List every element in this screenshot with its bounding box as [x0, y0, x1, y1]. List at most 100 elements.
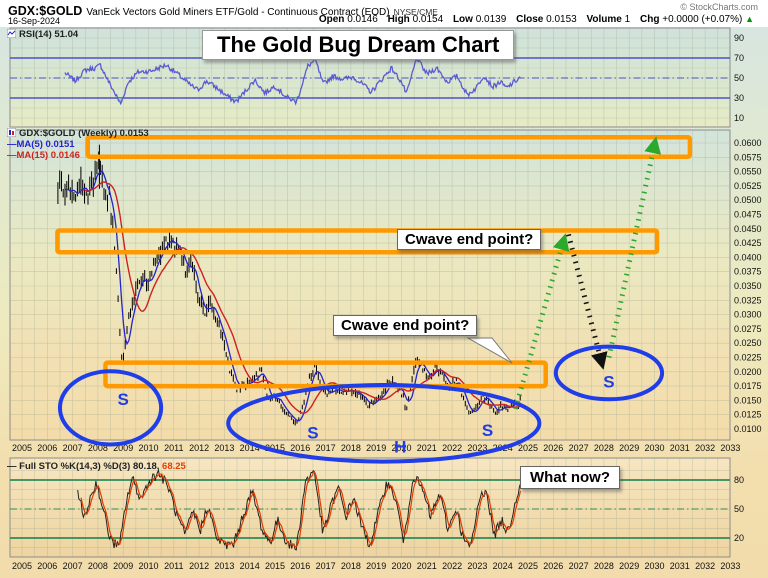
x-axis-label-mid: 2011 [164, 443, 183, 453]
indicator-icon [7, 29, 16, 38]
rsi-line [64, 56, 521, 106]
x-axis-label-bottom: 2022 [442, 561, 462, 571]
callout-tail [466, 337, 513, 364]
indicator-icon [7, 128, 16, 137]
rsi-axis-label: 30 [734, 93, 744, 103]
price-axis-label: 0.0200 [734, 367, 762, 377]
x-axis-label-mid: 2012 [189, 443, 209, 453]
chart-header: GDX:$GOLD VanEck Vectors Gold Miners ETF/… [0, 0, 768, 27]
pattern-letter-h: H [394, 437, 406, 456]
low-label: Low [452, 14, 473, 25]
x-axis-label-mid: 2028 [594, 443, 614, 453]
symbol-label: GDX:$GOLD [8, 4, 83, 18]
sto-k-value: 80.18, [132, 461, 160, 472]
price-axis-label: 0.0500 [734, 195, 762, 205]
price-axis-label: 0.0575 [734, 152, 762, 162]
high-label: High [387, 14, 410, 25]
x-axis-label-mid: 2030 [644, 443, 664, 453]
x-axis-label-bottom: 2007 [63, 561, 83, 571]
price-axis-label: 0.0300 [734, 310, 762, 320]
x-axis-label-bottom: 2013 [214, 561, 234, 571]
ma5-legend-label: MA(5) 0.0151 [16, 139, 75, 150]
price-axis-label: 0.0550 [734, 167, 762, 177]
x-axis-label-mid: 2021 [417, 443, 437, 453]
sto-d-line [80, 470, 522, 548]
sto-axis-label: 80 [734, 475, 744, 485]
x-axis-label-mid: 2005 [12, 443, 32, 453]
x-axis-label-mid: 2007 [63, 443, 83, 453]
open-value: 0.0146 [347, 14, 378, 25]
x-axis-label-mid: 2032 [695, 443, 715, 453]
rsi-legend: RSI(14) 51.04 [7, 29, 78, 40]
rsi-axis-label: 10 [734, 113, 744, 123]
x-axis-label-bottom: 2015 [265, 561, 285, 571]
chg-label: Chg [640, 14, 660, 25]
x-axis-label-bottom: 2030 [644, 561, 664, 571]
price-axis-label: 0.0125 [734, 410, 762, 420]
sto-d-value: 68.25 [162, 461, 186, 472]
price-axis-label: 0.0400 [734, 252, 762, 262]
sto-axis-label: 20 [734, 533, 744, 543]
x-axis-label-mid: 2016 [290, 443, 310, 453]
close-label: Close [516, 14, 544, 25]
x-axis-label-bottom: 2026 [543, 561, 563, 571]
quote-strip: Open 0.0146 High 0.0154 Low 0.0139 Close… [312, 14, 754, 25]
cwave-endpoint-box-1: Cwave end point? [397, 229, 542, 250]
sto-legend: — Full STO %K(14,3) %D(3) 80.18, 68.25 [7, 461, 186, 472]
x-axis-label-bottom: 2021 [417, 561, 437, 571]
x-axis-label-bottom: 2031 [670, 561, 690, 571]
ma5-legend-row: —MA(5) 0.0151 [7, 139, 75, 150]
ma15-legend-label: MA(15) 0.0146 [16, 150, 80, 161]
sto-series [77, 468, 522, 551]
x-axis-label-mid: 2031 [670, 443, 690, 453]
x-axis-label-bottom: 2020 [391, 561, 411, 571]
x-axis-label-bottom: 2019 [366, 561, 386, 571]
x-axis-label-bottom: 2016 [290, 561, 310, 571]
sto-k-line [77, 468, 521, 551]
x-axis-label-bottom: 2027 [569, 561, 589, 571]
base-pattern-ellipse [226, 382, 542, 464]
price-axis-label: 0.0100 [734, 424, 762, 434]
rsi-axis-label: 90 [734, 33, 744, 43]
rsi-oversold-fill [289, 98, 297, 104]
sto-line-key: — [7, 461, 17, 472]
x-axis-label-bottom: 2011 [164, 561, 183, 571]
ma5-line [64, 169, 521, 422]
x-axis-label-mid: 2009 [113, 443, 133, 453]
x-axis-label-bottom: 2008 [88, 561, 108, 571]
x-axis-label-mid: 2014 [240, 443, 260, 453]
price-axis-label: 0.0600 [734, 138, 762, 148]
x-axis-label-bottom: 2032 [695, 561, 715, 571]
rsi-axis-label: 50 [734, 73, 744, 83]
x-axis-label-bottom: 2017 [316, 561, 336, 571]
x-axis-label-bottom: 2028 [594, 561, 614, 571]
x-axis-label-bottom: 2012 [189, 561, 209, 571]
x-axis-label-mid: 2008 [88, 443, 108, 453]
sto-axis-label: 50 [734, 504, 744, 514]
low-value: 0.0139 [475, 14, 507, 25]
price-axis-label: 0.0425 [734, 238, 762, 248]
close-value: 0.0153 [546, 14, 577, 25]
projection-up-1-arrow [512, 233, 570, 410]
projection-up-2-arrow [606, 136, 662, 359]
price-axis-label: 0.0375 [734, 267, 762, 277]
x-axis-label-bottom: 2014 [240, 561, 260, 571]
x-axis-label-bottom: 2006 [37, 561, 57, 571]
annotation-layer: S S H S S [55, 135, 693, 464]
what-now-box: What now? [520, 466, 620, 489]
x-axis-label-mid: 2020 [391, 443, 411, 453]
x-axis-label-mid: 2019 [366, 443, 386, 453]
x-axis-label-mid: 2022 [442, 443, 462, 453]
ma15-legend-row: —MA(15) 0.0146 [7, 150, 80, 161]
cwave-endpoint-box-2: Cwave end point? [333, 315, 478, 336]
price-axis-label: 0.0275 [734, 324, 762, 334]
x-axis-label-mid: 2013 [214, 443, 234, 453]
price-legend-row: GDX:$GOLD (Weekly) 0.0153 [7, 128, 149, 139]
pattern-letter-s: S [482, 421, 493, 440]
copyright-label: © StockCharts.com [680, 2, 758, 12]
chart-title-box: The Gold Bug Dream Chart [202, 30, 515, 60]
symbol-description: VanEck Vectors Gold Miners ETF/Gold - Co… [86, 7, 390, 18]
x-axis-label-bottom: 2029 [619, 561, 639, 571]
x-axis-label-mid: 2025 [518, 443, 538, 453]
